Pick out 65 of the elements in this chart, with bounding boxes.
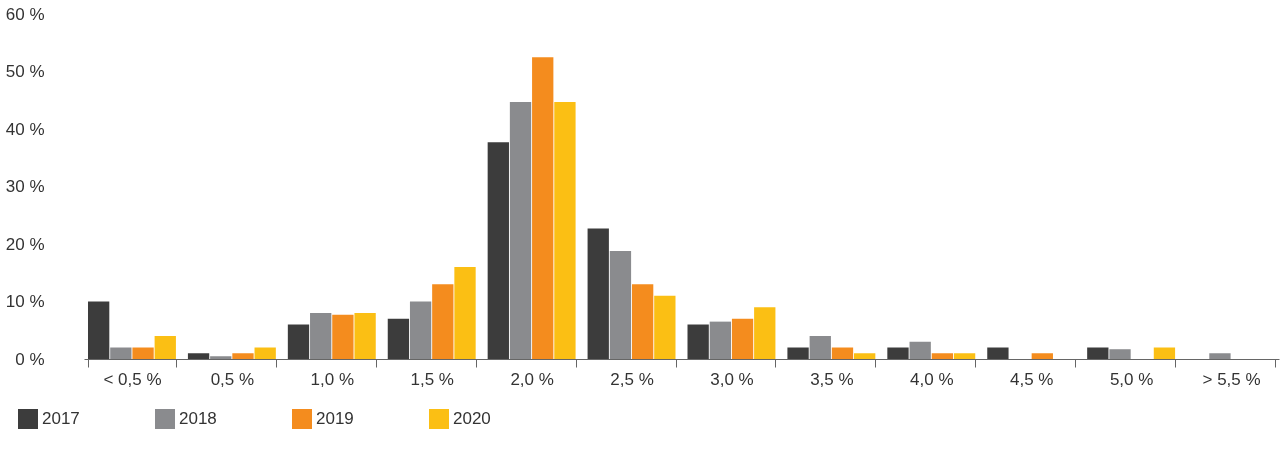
x-tick-label: 2,0 % xyxy=(510,369,554,389)
x-tick-label: 3,0 % xyxy=(710,369,754,389)
bar xyxy=(609,250,632,359)
bar xyxy=(509,101,532,359)
y-tick-label: 30 % xyxy=(5,177,45,196)
bar xyxy=(809,336,831,359)
x-tick-label: 3,5 % xyxy=(810,369,854,389)
bar xyxy=(432,284,454,359)
x-tick-label: 5,0 % xyxy=(1109,369,1154,389)
y-tick-label: 60 % xyxy=(5,4,45,24)
bar xyxy=(254,347,276,359)
bar xyxy=(931,353,954,359)
y-tick-label: 20 % xyxy=(5,234,45,254)
bar xyxy=(88,301,110,359)
bar xyxy=(132,347,154,359)
bar xyxy=(210,356,232,359)
x-tick-label: 4,0 % xyxy=(910,369,954,389)
bar xyxy=(587,228,609,359)
bar xyxy=(1109,349,1131,359)
bar xyxy=(987,347,1009,359)
y-tick-label: 10 % xyxy=(5,292,45,311)
bar xyxy=(110,347,132,359)
bar xyxy=(532,57,554,359)
x-tick-label: 1,0 % xyxy=(310,369,355,389)
bar xyxy=(1031,353,1053,359)
legend-label: 2018 xyxy=(179,409,217,428)
bar xyxy=(454,267,476,359)
legend-label: 2019 xyxy=(316,409,354,428)
bar xyxy=(709,321,732,359)
x-tick-label: 4,5 % xyxy=(1009,369,1054,389)
legend-label: 2017 xyxy=(42,409,80,428)
bar xyxy=(1087,347,1109,359)
bar xyxy=(787,347,809,359)
bar xyxy=(332,314,354,359)
y-tick-label: 50 % xyxy=(5,62,45,81)
legend-label: 2020 xyxy=(453,409,491,428)
bar xyxy=(187,353,210,359)
bar xyxy=(554,101,576,359)
bar xyxy=(487,142,509,359)
bar xyxy=(654,295,676,359)
bar xyxy=(754,307,776,359)
bar xyxy=(731,318,754,359)
bar xyxy=(154,336,176,359)
x-tick-label: > 5,5 % xyxy=(1202,369,1261,389)
bar xyxy=(854,353,876,359)
bar xyxy=(287,324,310,359)
y-tick-label: 40 % xyxy=(5,119,45,139)
bar xyxy=(354,313,376,359)
x-tick-label: 1,5 % xyxy=(410,369,454,389)
x-tick-label: 2,5 % xyxy=(610,369,654,389)
bar xyxy=(387,318,410,359)
bar xyxy=(909,341,931,359)
y-tick-label: 0 % xyxy=(15,349,45,369)
bar xyxy=(1209,353,1231,359)
bar xyxy=(409,301,432,359)
bar xyxy=(831,347,854,359)
bar xyxy=(953,353,976,359)
bar xyxy=(232,353,254,359)
bar xyxy=(310,313,332,359)
bar xyxy=(687,324,709,359)
x-tick-label: < 0,5 % xyxy=(103,369,162,389)
x-tick-label: 0,5 % xyxy=(210,369,255,389)
bar xyxy=(631,284,654,359)
bar xyxy=(1153,347,1176,359)
bar xyxy=(887,347,909,359)
